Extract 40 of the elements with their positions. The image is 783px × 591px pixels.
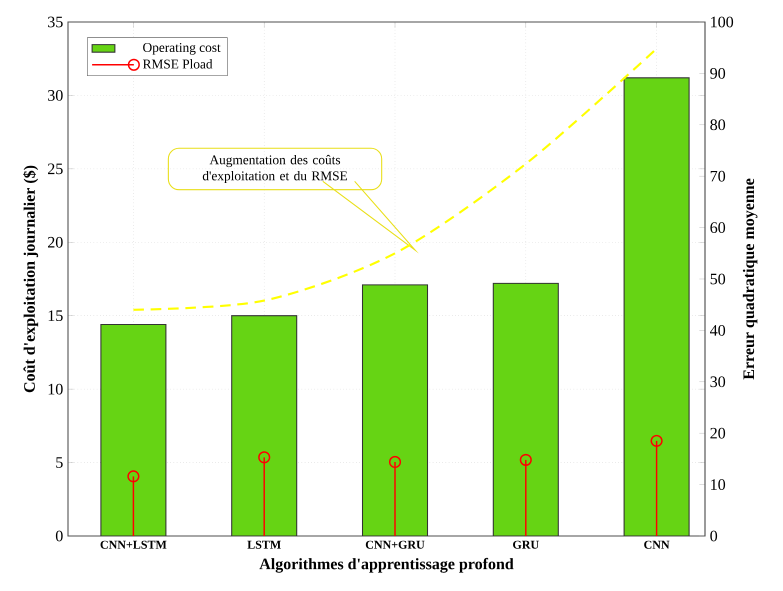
- y2-tick-label: 50: [710, 274, 726, 284]
- y-tick-label: 5: [56, 457, 63, 468]
- legend-label: Operating cost: [143, 43, 221, 55]
- point: [520, 454, 532, 466]
- y2-tick-label: 60: [710, 222, 726, 233]
- annotation: Augmentation des coûts d'exploitation et du RMSE: [202, 154, 348, 184]
- bar: [231, 315, 298, 536]
- y-tick-label: 20: [48, 236, 63, 248]
- x-axis-title: Algorithmes d'apprentissage profond: [259, 558, 514, 573]
- y-tick-label: 30: [48, 90, 63, 101]
- y-tick-label: 0: [56, 530, 63, 542]
- y2-tick-label: 80: [710, 119, 726, 130]
- point: [388, 456, 402, 468]
- y-tick-label: 25: [48, 163, 63, 174]
- point: [127, 470, 140, 482]
- y2-tick-label: 90: [710, 68, 726, 79]
- y2-tick-label: 70: [710, 170, 726, 182]
- point: [258, 451, 270, 464]
- y2-tick-label: 30: [710, 376, 726, 388]
- legend-label: RMSE Pload: [142, 59, 212, 69]
- bar: [492, 282, 559, 536]
- y2-tick-label: 0: [710, 530, 718, 542]
- y2-tick-label: 20: [710, 428, 726, 439]
- x-tick-label: CNN+LSTM: [100, 540, 166, 549]
- point: [650, 434, 663, 447]
- y2-tick-label: 40: [710, 324, 726, 336]
- y-tick-label: 10: [48, 384, 63, 395]
- x-tick-label: GRU: [513, 540, 539, 549]
- bar: [100, 324, 166, 536]
- x-tick-label: CNN+GRU: [366, 540, 424, 549]
- bar: [362, 284, 428, 536]
- y-axis-title: Coût d'exploitation journalier ($): [23, 166, 38, 392]
- y2-tick-label: 100: [711, 16, 734, 28]
- y-tick-label: 35: [48, 16, 63, 28]
- y2-tick-label: 10: [711, 479, 726, 490]
- y-tick-label: 15: [48, 310, 63, 322]
- y2-axis-title: Erreur quadratique moyenne: [742, 178, 758, 380]
- bar: [624, 77, 690, 536]
- x-tick-label: LSTM: [247, 540, 281, 549]
- x-tick-label: CNN: [644, 540, 670, 549]
